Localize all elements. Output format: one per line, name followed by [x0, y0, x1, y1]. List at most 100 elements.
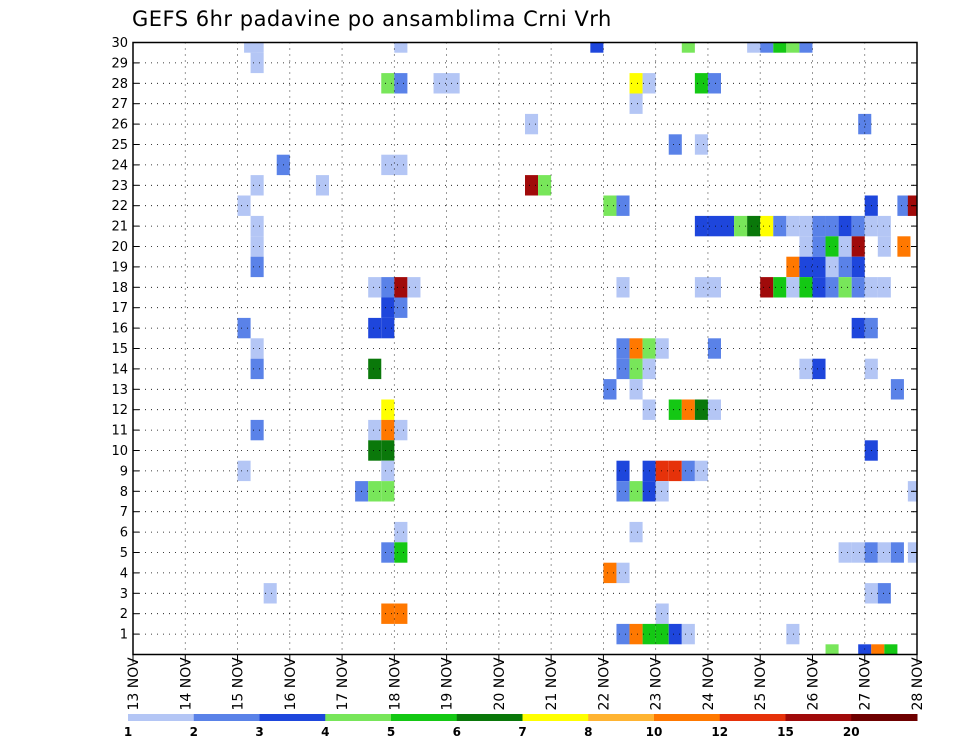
heatmap-cell	[394, 542, 408, 563]
y-tick-label: 7	[120, 505, 128, 520]
heatmap-cell	[773, 215, 787, 237]
heatmap-cell	[250, 42, 264, 53]
heatmap-cell	[655, 338, 669, 359]
heatmap-cell	[629, 521, 643, 543]
y-tick-label: 9	[120, 464, 128, 479]
heatmap-cell	[786, 277, 800, 298]
heatmap-cell	[237, 195, 251, 216]
x-tick-label: 16 NOV	[283, 657, 299, 711]
heatmap-cell	[368, 419, 382, 441]
heatmap-cell	[629, 93, 643, 114]
heatmap-cell	[825, 236, 839, 257]
heatmap-cell	[616, 277, 630, 298]
x-tick-label: 20 NOV	[492, 657, 508, 711]
colorbar-segment	[456, 714, 523, 721]
heatmap-cell	[629, 623, 643, 645]
heatmap-cell	[525, 175, 539, 196]
heatmap-cell	[877, 236, 891, 257]
heatmap-cell	[629, 481, 643, 502]
heatmap-cell	[381, 277, 395, 298]
heatmap-cell	[858, 113, 872, 135]
heatmap-cell	[394, 603, 408, 624]
heatmap-cell	[394, 297, 408, 318]
heatmap-cell	[786, 623, 800, 645]
heatmap-cell	[237, 460, 251, 482]
heatmap-cell	[368, 440, 382, 461]
x-tick-label: 15 NOV	[231, 657, 247, 711]
heatmap-cell	[825, 277, 839, 298]
heatmap-cell	[629, 338, 643, 359]
heatmap-cell	[694, 73, 708, 94]
y-tick-label: 6	[120, 526, 128, 541]
heatmap-cell	[616, 623, 630, 645]
heatmap-cell	[250, 215, 264, 237]
colorbar-tick-label: 10	[646, 725, 663, 739]
y-tick-label: 2	[120, 607, 128, 622]
heatmap-cell	[394, 419, 408, 441]
heatmap-cell	[394, 521, 408, 543]
heatmap-cell	[890, 379, 904, 400]
heatmap-cell	[877, 583, 891, 604]
heatmap-cell	[407, 277, 421, 298]
x-tick-label: 21 NOV	[544, 657, 560, 711]
x-tick-label: 25 NOV	[753, 657, 769, 711]
heatmap-cell	[812, 236, 826, 257]
heatmap-cell	[838, 236, 852, 257]
heatmap-cell	[381, 419, 395, 441]
y-tick-label: 12	[111, 403, 128, 418]
heatmap-cell	[250, 236, 264, 257]
heatmap-cell	[368, 317, 382, 339]
heatmap-cell	[734, 215, 748, 237]
heatmap-cell	[760, 277, 774, 298]
chart-title: GEFS 6hr padavine po ansamblima Crni Vrh	[132, 7, 612, 31]
heatmap-cell	[603, 195, 617, 216]
heatmap-cell	[825, 256, 839, 278]
colorbar-segment	[193, 714, 260, 721]
heatmap-cell	[707, 399, 721, 420]
heatmap-cell	[694, 399, 708, 420]
heatmap-cell	[681, 42, 695, 53]
y-tick-label: 8	[120, 485, 128, 500]
heatmap-cell	[812, 277, 826, 298]
heatmap-cell	[381, 73, 395, 94]
heatmap-cell	[668, 623, 682, 645]
heatmap-cell	[590, 42, 604, 53]
colorbar-segment	[259, 714, 326, 721]
heatmap-cell	[381, 440, 395, 461]
heatmap-cell	[655, 460, 669, 482]
y-tick-label: 4	[120, 566, 128, 581]
y-tick-label: 1	[120, 628, 128, 643]
colorbar-segment	[128, 714, 195, 721]
colorbar-tick-label: 6	[453, 725, 461, 739]
heatmap-cell	[838, 277, 852, 298]
y-tick-label: 18	[111, 281, 128, 296]
x-tick-label: 24 NOV	[701, 657, 717, 711]
heatmap-cell	[394, 277, 408, 298]
y-axis: 1234567891011121314151617181920212223242…	[111, 36, 917, 643]
heatmap-cell	[381, 481, 395, 502]
heatmap-cell	[707, 277, 721, 298]
heatmap-cell	[250, 419, 264, 441]
y-tick-label: 20	[111, 240, 128, 255]
x-tick-label: 26 NOV	[805, 657, 821, 711]
heatmap-cell	[250, 256, 264, 278]
colorbar-tick-label: 3	[255, 725, 263, 739]
y-tick-label: 11	[111, 424, 128, 439]
colorbar-tick-label: 4	[321, 725, 329, 739]
heatmap-cell	[707, 338, 721, 359]
heatmap-cell	[263, 583, 277, 604]
x-tick-label: 18 NOV	[387, 657, 403, 711]
heatmap-cell	[851, 542, 865, 563]
colorbar-tick-label: 5	[387, 725, 395, 739]
heatmap-cell	[838, 256, 852, 278]
heatmap-cells	[237, 42, 917, 655]
heatmap-cell	[668, 399, 682, 420]
heatmap-cell	[668, 460, 682, 482]
heatmap-cell	[381, 603, 395, 624]
heatmap-cell	[629, 379, 643, 400]
x-tick-label: 28 NOV	[910, 657, 926, 711]
colorbar-segment	[719, 714, 786, 721]
grid	[133, 42, 917, 655]
heatmap-cell	[655, 603, 669, 624]
